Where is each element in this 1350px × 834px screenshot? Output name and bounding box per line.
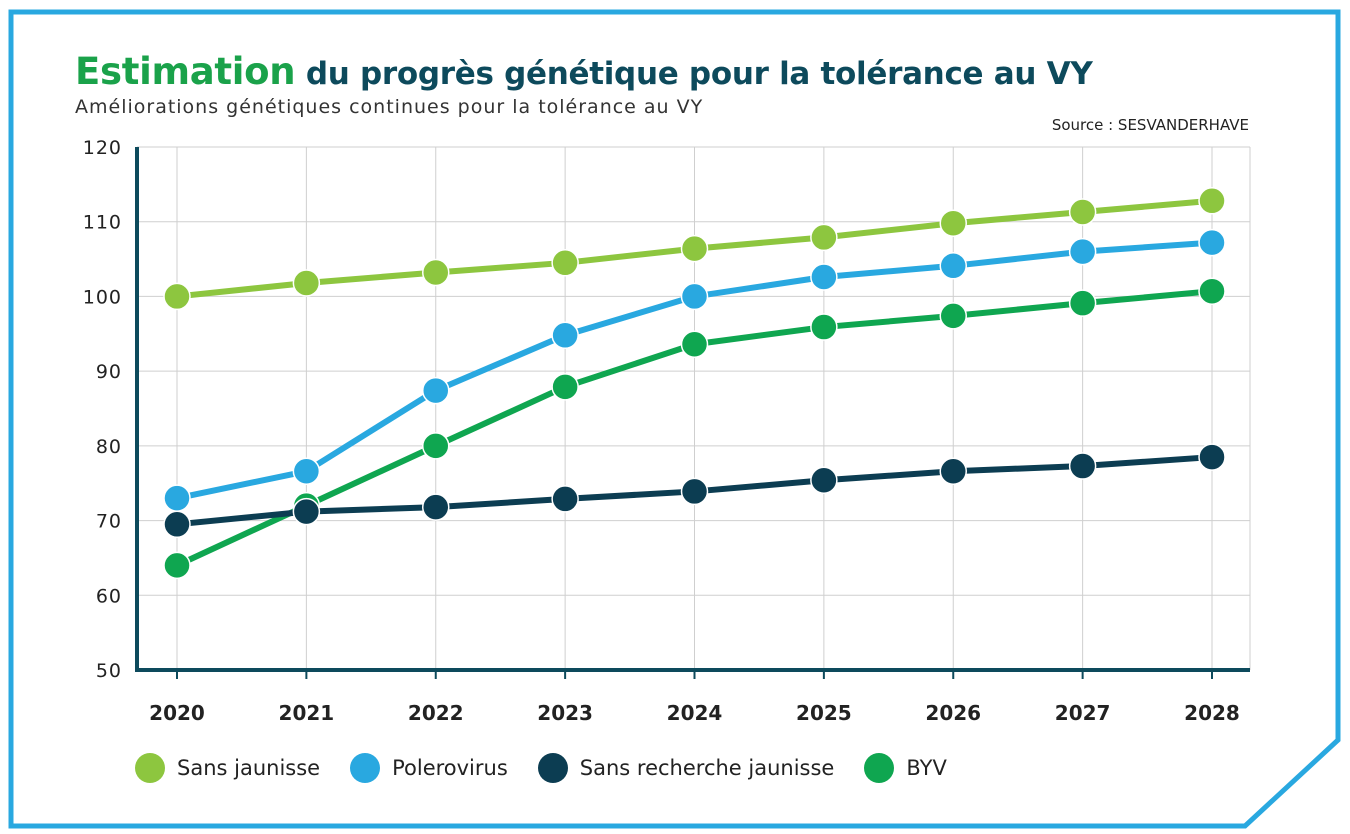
title-highlight: Estimation <box>75 50 296 93</box>
chart-source: Source : SESVANDERHAVE <box>1051 116 1249 134</box>
legend-marker <box>537 753 568 783</box>
data-point <box>163 484 191 512</box>
data-point <box>551 249 579 277</box>
series-byv <box>163 277 1226 580</box>
data-point <box>292 497 321 526</box>
x-tick-label: 2024 <box>667 701 723 725</box>
legend-label: BYV <box>906 756 947 780</box>
legend-label: Sans recherche jaunisse <box>579 756 835 780</box>
data-point <box>551 321 579 350</box>
x-tick-label: 2020 <box>149 701 205 725</box>
series-sans-recherche-jaunisse <box>163 443 1226 539</box>
data-point <box>1198 187 1226 215</box>
legend-item: Sans recherche jaunisse <box>537 753 835 783</box>
legend-marker <box>135 753 165 783</box>
series-polerovirus <box>163 228 1226 512</box>
data-point <box>810 466 838 494</box>
y-tick-label: 100 <box>83 286 122 308</box>
chart-header: Estimation du progrès génétique pour la … <box>75 50 1093 93</box>
y-tick-label: 50 <box>96 660 122 682</box>
x-tick-label: 2026 <box>925 701 981 725</box>
data-point <box>680 234 709 263</box>
data-point <box>939 209 967 237</box>
series-sans-jaunisse <box>163 187 1226 311</box>
legend-label: Sans jaunisse <box>177 756 321 780</box>
x-tick-label: 2023 <box>537 701 593 725</box>
x-tick-label: 2025 <box>796 701 852 725</box>
data-point <box>422 258 450 287</box>
y-tick-label: 70 <box>96 511 122 533</box>
data-point <box>810 223 838 252</box>
data-point <box>939 252 967 280</box>
data-point <box>422 493 450 521</box>
data-point <box>422 376 450 405</box>
data-point <box>1068 237 1097 266</box>
title-rest: du progrès génétique pour la tolérance a… <box>305 56 1093 92</box>
data-point <box>292 269 321 297</box>
y-tick-label: 80 <box>96 436 122 458</box>
data-point <box>680 330 709 358</box>
data-point <box>163 282 191 311</box>
x-tick-label: 2027 <box>1055 701 1111 725</box>
data-point <box>939 302 967 330</box>
legend-item: Sans jaunisse <box>135 753 320 783</box>
data-point <box>551 485 579 513</box>
data-point <box>422 432 450 460</box>
x-tick-label: 2022 <box>408 701 464 725</box>
x-tick-label: 2021 <box>279 701 335 725</box>
data-point <box>163 551 191 580</box>
legend-marker <box>864 753 895 783</box>
x-tick-label: 2028 <box>1184 701 1240 725</box>
chart-legend: Sans jaunisse Polerovirus Sans recherche j… <box>135 753 977 783</box>
data-point <box>1198 443 1226 471</box>
data-point <box>1068 452 1097 480</box>
data-point <box>1068 198 1097 226</box>
data-point <box>551 373 579 401</box>
chart-subtitle: Améliorations génétiques continues pour … <box>75 96 704 118</box>
y-tick-label: 90 <box>96 361 122 383</box>
y-tick-label: 110 <box>83 212 122 234</box>
data-point <box>680 477 709 506</box>
data-point <box>1068 289 1097 317</box>
legend-label: Polerovirus <box>392 756 508 780</box>
data-point <box>163 510 191 539</box>
legend-item: BYV <box>864 753 947 783</box>
data-point <box>810 313 838 341</box>
legend-marker <box>350 753 381 783</box>
y-tick-label: 60 <box>96 585 122 607</box>
data-point <box>1198 277 1226 305</box>
chart-title: Estimation du progrès génétique pour la … <box>75 50 1093 93</box>
data-point <box>680 282 709 311</box>
y-tick-label: 120 <box>83 137 122 159</box>
data-point <box>939 457 967 486</box>
legend-item: Polerovirus <box>350 753 508 783</box>
data-point <box>810 263 838 291</box>
data-point <box>1198 228 1226 257</box>
data-point <box>292 457 321 486</box>
